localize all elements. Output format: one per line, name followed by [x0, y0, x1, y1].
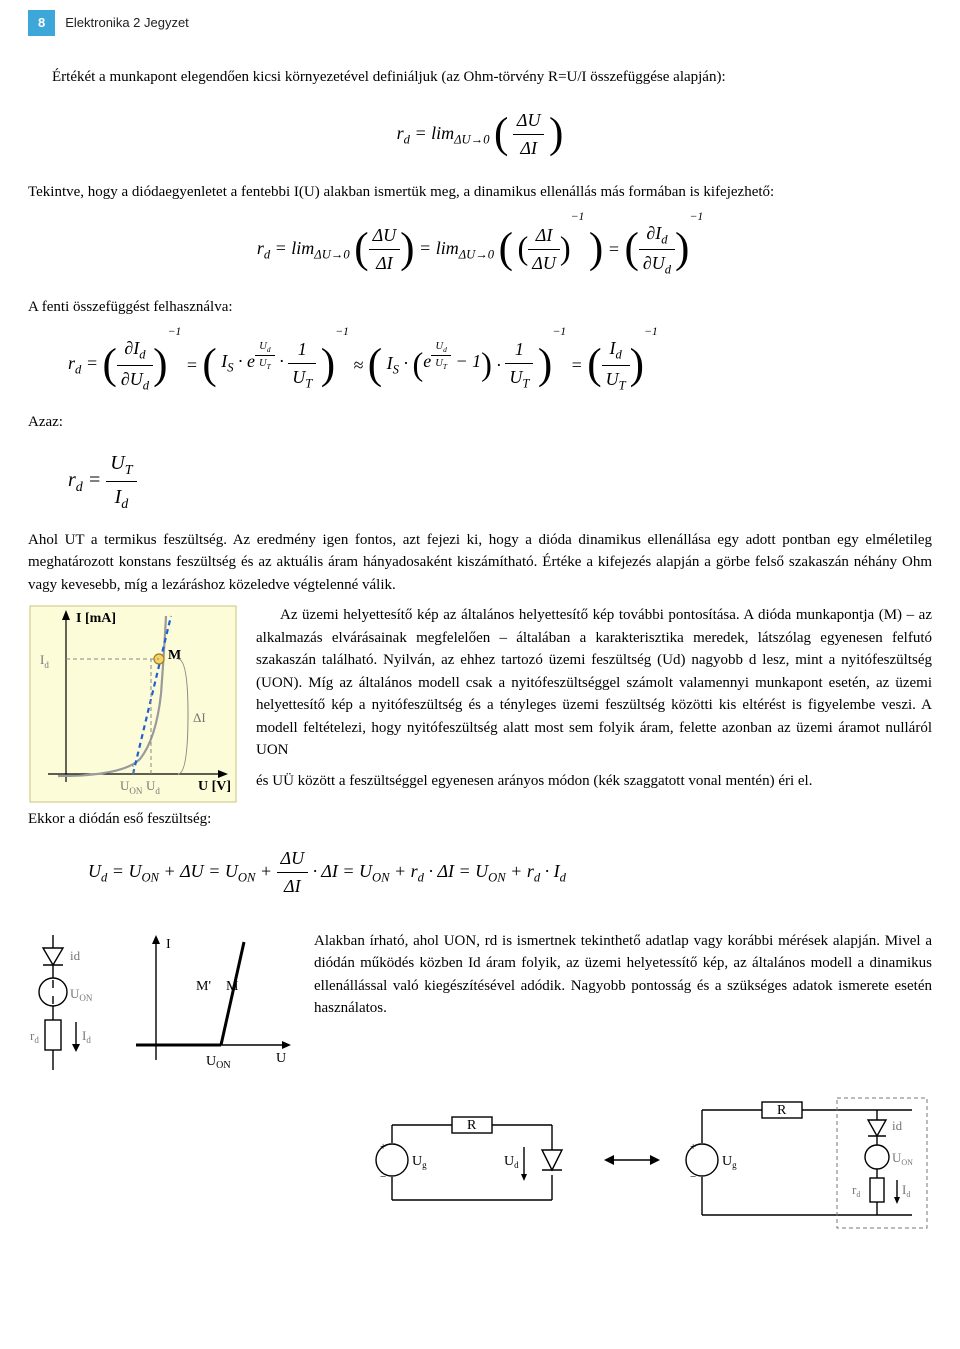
svg-text:ΔI: ΔI — [193, 710, 206, 725]
svg-text:id: id — [892, 1118, 903, 1133]
svg-text:Id: Id — [82, 1028, 91, 1045]
page-header: 8 Elektronika 2 Jegyzet — [28, 10, 932, 36]
svg-text:R: R — [777, 1103, 787, 1118]
equation-2: rd = limΔU→0 (ΔUΔI) = limΔU→0 ( (ΔIΔU)−1… — [28, 217, 932, 282]
svg-text:U [V]: U [V] — [198, 779, 231, 794]
paragraph-3: A fenti összefüggést felhasználva: — [28, 296, 932, 319]
figure-text-row-1: M Id ΔI I [mA] U [V] UON Ud Ekkor a diód… — [28, 604, 932, 831]
svg-text:rd: rd — [852, 1182, 860, 1199]
figure-iv-curve: M Id ΔI I [mA] U [V] UON Ud Ekkor a diód… — [28, 604, 238, 831]
figure-equiv-circuit: id UON rd Id — [28, 930, 108, 1080]
svg-text:R: R — [467, 1118, 477, 1133]
circuit-left-svg: + − Ug R Ud — [372, 1105, 582, 1215]
svg-text:I [mA]: I [mA] — [76, 611, 116, 626]
equiv-circuit-svg: id UON rd Id — [28, 930, 108, 1080]
doc-title: Elektronika 2 Jegyzet — [65, 13, 189, 33]
svg-text:M: M — [168, 648, 181, 663]
svg-text:I: I — [166, 937, 171, 952]
figure-text-row-2: id UON rd Id I U — [28, 930, 932, 1080]
svg-text:M': M' — [196, 979, 211, 994]
svg-text:UON: UON — [70, 986, 93, 1003]
circuit-right-svg: + − Ug R id UON rd Id — [682, 1090, 932, 1230]
svg-text:UON: UON — [892, 1150, 913, 1167]
figure-1-caption: Ekkor a diódán eső feszültség: — [28, 808, 238, 831]
paragraph-5-col: Az üzemi helyettesítő kép az általános h… — [256, 604, 932, 831]
svg-text:M: M — [226, 979, 239, 994]
piecewise-svg: I U M' M UON — [126, 930, 296, 1080]
equation-5: Ud = UON + ΔU = UON + ΔUΔI · ΔI = UON + … — [88, 845, 932, 900]
paragraph-6-col: Alakban írható, ahol UON, rd is ismertne… — [314, 930, 932, 1080]
equation-4: rd = UTId — [68, 448, 932, 515]
paragraph-4: Ahol UT a termikus feszültség. Az eredmé… — [28, 529, 932, 597]
figure-piecewise: I U M' M UON — [126, 930, 296, 1080]
paragraph-6: Alakban írható, ahol UON, rd is ismertne… — [314, 930, 932, 1020]
svg-text:−: − — [380, 1171, 386, 1183]
paragraph-5b: és UÜ között a feszültséggel egyenesen a… — [256, 770, 932, 793]
paragraph-2: Tekintve, hogy a diódaegyenletet a fente… — [28, 181, 932, 204]
paragraph-5: Az üzemi helyettesítő kép az általános h… — [256, 604, 932, 762]
svg-text:−: − — [690, 1171, 696, 1183]
equation-1: rd = limΔU→0 ( ΔUΔI ) — [28, 102, 932, 167]
svg-text:Id: Id — [902, 1182, 910, 1199]
paragraph-1: Értékét a munkapont elegendően kicsi kör… — [28, 66, 932, 89]
svg-text:rd: rd — [30, 1028, 39, 1045]
bottom-circuit-row: + − Ug R Ud + − Ug R — [28, 1090, 932, 1230]
svg-text:id: id — [70, 948, 81, 963]
svg-text:Ud: Ud — [504, 1154, 519, 1170]
equation-3: rd = (∂Id∂Ud)−1 = ( IS · eUdUT · 1UT )−1… — [68, 333, 932, 398]
iv-curve-svg: M Id ΔI I [mA] U [V] UON Ud — [28, 604, 238, 804]
svg-text:UON: UON — [206, 1054, 231, 1071]
svg-text:+: + — [690, 1141, 696, 1153]
svg-text:Ug: Ug — [412, 1154, 427, 1170]
azaz-label: Azaz: — [28, 411, 932, 434]
svg-text:+: + — [380, 1141, 386, 1153]
svg-text:Ug: Ug — [722, 1154, 737, 1170]
page-number: 8 — [28, 10, 55, 36]
bidirectional-arrow-icon — [602, 1145, 662, 1175]
svg-text:U: U — [276, 1051, 286, 1066]
